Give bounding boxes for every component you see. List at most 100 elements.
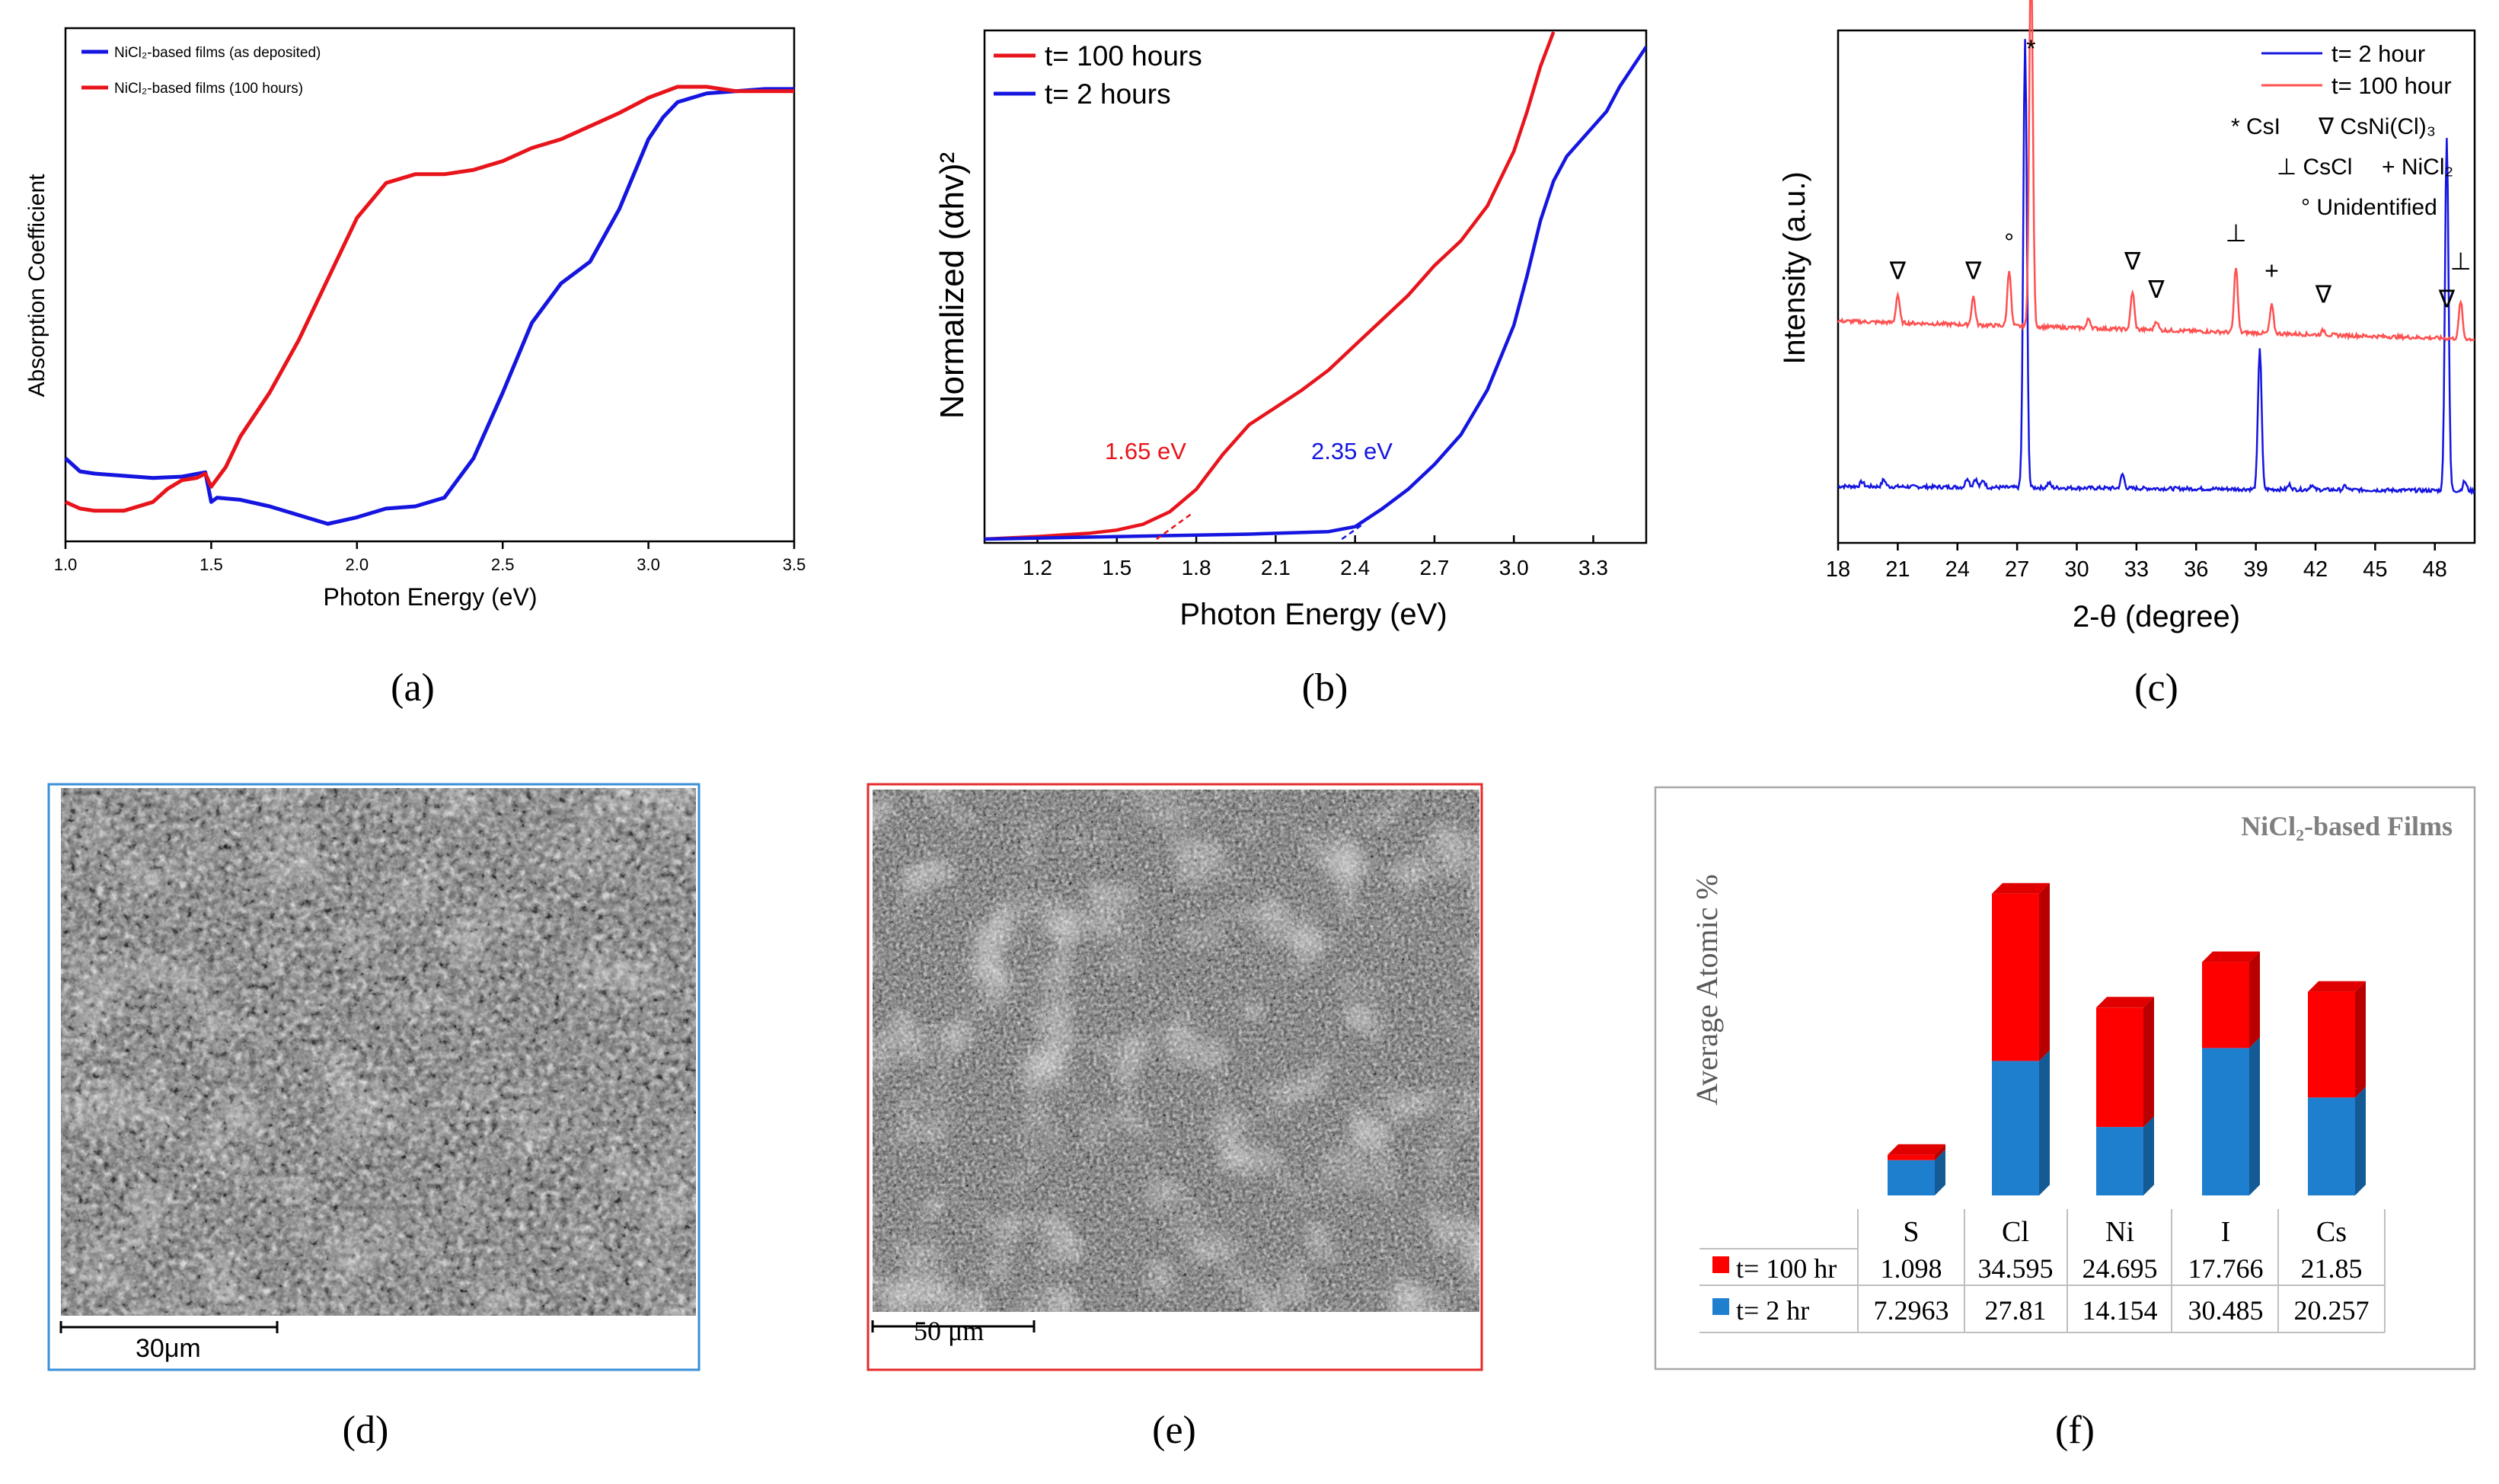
legend-note-unidentified: ° Unidentified — [2301, 195, 2437, 220]
y-axis-label-b: Normalized (αhv)² — [934, 152, 971, 420]
x-tick-label-c: 45 — [2363, 557, 2387, 582]
series-line-b-100h — [985, 31, 1556, 541]
panel-e-sem-micrograph: 50 μm — [867, 783, 1483, 1371]
x-tick-label-a: 3.0 — [637, 555, 660, 574]
x-tick-label-a: 1.0 — [54, 555, 78, 574]
x-tick-label-c: 27 — [2005, 557, 2029, 582]
bar-2h-side-s — [1935, 1149, 1945, 1195]
bar-100h-side-cl — [2039, 882, 2050, 1061]
bar-2h-side-cl — [2039, 1050, 2050, 1195]
tangent-line-2h — [1341, 523, 1364, 541]
table-cell-2h: 20.257 — [2294, 1295, 2370, 1326]
bar-2h-cs — [2308, 1097, 2355, 1195]
legend-c-2h: t= 2 hour — [2331, 40, 2425, 67]
bar-2h-ni — [2096, 1127, 2143, 1195]
table-cell-2h: 27.81 — [1985, 1295, 2047, 1326]
bandgap-label-2h: 2.35 eV — [1311, 438, 1393, 464]
bar-top-cs — [2308, 981, 2366, 992]
micrograph-d-highlights — [61, 788, 696, 1316]
x-tick-label-c: 18 — [1826, 557, 1850, 582]
series-line-c-2h — [1837, 39, 2475, 496]
series-line-a-deposited — [64, 87, 794, 526]
legend-note-csnicl3: ∇ CsNi(Cl)₃ — [2318, 114, 2436, 139]
peak-marker-c: ∇ — [1964, 257, 1982, 284]
x-tick-label-c: 21 — [1885, 557, 1910, 582]
peak-marker-c: + — [2264, 257, 2279, 284]
x-tick-label-b: 2.4 — [1340, 556, 1370, 579]
panel-a-absorption-chart: 1.0 1.5 2.0 2.5 3.0 3.5 NiCl₂-based films (as… — [24, 27, 806, 611]
bar-100h-ni — [2096, 1007, 2143, 1128]
peak-marker-c: ∇ — [2438, 286, 2456, 313]
peak-marker-c: ∇ — [2124, 247, 2141, 275]
bar-top-ni — [2096, 997, 2154, 1008]
x-tick-label-a: 2.0 — [346, 555, 369, 574]
series-line-b-2h — [985, 46, 1646, 541]
x-axis-label-b: Photon Energy (eV) — [1179, 598, 1447, 631]
legend-a-deposited: NiCl₂-based films (as deposited) — [114, 45, 321, 61]
x-tick-label-b: 1.2 — [1023, 556, 1052, 579]
peak-marker-c: ° — [2004, 228, 2014, 256]
peak-marker-c: * — [2026, 35, 2035, 62]
x-tick-label-c: 30 — [2064, 557, 2089, 582]
x-tick-label-c: 39 — [2243, 557, 2268, 582]
table-cell-100h: 21.85 — [2301, 1253, 2363, 1284]
bar-100h-side-ni — [2143, 997, 2154, 1128]
bar-100h-i — [2202, 962, 2249, 1048]
x-axis-label-a: Photon Energy (eV) — [323, 583, 537, 611]
micrograph-e-highlights — [873, 790, 1479, 1312]
bar-2h-side-i — [2249, 1037, 2260, 1195]
panel-f-atomic-bar-chart: NiCl₂-based Films Average Atomic % S 1.09… — [1654, 786, 2476, 1371]
table-cell-100h: 17.766 — [2188, 1253, 2264, 1284]
legend-swatch-f-2h — [1712, 1298, 1729, 1315]
series-line-c-100h — [1837, 0, 2475, 343]
table-cell-2h: 14.154 — [2082, 1295, 2158, 1326]
panel-label-e: (e) — [1152, 1409, 1196, 1452]
bar-2h-side-cs — [2355, 1087, 2366, 1195]
y-axis-label-a: Absorption Coefficient — [24, 174, 49, 397]
tangent-line-100h — [1156, 513, 1192, 541]
plot-frame-a — [64, 27, 796, 543]
table-cell-100h: 24.695 — [2082, 1253, 2158, 1284]
panel-label-c: (c) — [2134, 666, 2178, 710]
y-axis-label-f: Average Atomic % — [1690, 874, 1724, 1106]
x-tick-label-c: 36 — [2184, 557, 2208, 582]
x-tick-label-a: 2.5 — [491, 555, 515, 574]
category-label-f: Ni — [2105, 1216, 2134, 1248]
panel-label-d: (d) — [343, 1409, 389, 1452]
series-line-a-100h — [64, 85, 794, 513]
bar-2h-i — [2202, 1048, 2249, 1195]
category-label-f: I — [2221, 1216, 2231, 1248]
legend-b-100h: t= 100 hours — [1045, 40, 1202, 72]
panel-label-b: (b) — [1302, 666, 1348, 710]
bar-2h-side-ni — [2143, 1116, 2154, 1195]
plot-frame-b — [983, 29, 1648, 544]
plot-frame-c — [1837, 29, 2476, 544]
table-cell-2h: 30.485 — [2188, 1295, 2264, 1326]
peak-marker-c: ∇ — [2147, 276, 2165, 303]
y-axis-label-c: Intensity (a.u.) — [1778, 171, 1811, 364]
panel-c-xrd-chart: 18 21 24 27 30 33 36 39 42 45 48 ∇ ∇°*∇∇⊥+∇ ∇⊥ t= 2 … — [1778, 0, 2476, 633]
legend-a-100h: NiCl₂-based films (100 hours) — [114, 81, 303, 97]
table-cell-2h: 7.2963 — [1874, 1295, 1949, 1326]
legend-f-2h: t= 2 hr — [1736, 1295, 1809, 1326]
panel-d-sem-micrograph: 30μm — [47, 783, 701, 1371]
x-tick-label-c: 48 — [2423, 557, 2447, 582]
scale-label-e: 50 μm — [914, 1316, 984, 1346]
bar-100h-side-s — [1935, 1144, 1945, 1160]
x-tick-label-b: 3.3 — [1578, 556, 1608, 579]
x-axis-label-c: 2-θ (degree) — [2073, 600, 2240, 633]
bar-100h-cl — [1992, 893, 2039, 1061]
chart-title-f: NiCl₂-based Films — [2241, 811, 2453, 841]
legend-note-csi: * CsI — [2231, 114, 2280, 139]
table-cell-100h: 1.098 — [1881, 1253, 1942, 1284]
peak-marker-c: ∇ — [1889, 257, 1907, 284]
x-tick-label-a: 1.5 — [199, 555, 223, 574]
legend-c-100h: t= 100 hour — [2331, 72, 2452, 99]
category-label-f: Cl — [2002, 1216, 2029, 1248]
legend-note-nicl2: + NiCl₂ — [2382, 155, 2453, 180]
bar-top-s — [1888, 1144, 1945, 1155]
x-tick-label-c: 42 — [2303, 557, 2328, 582]
peak-marker-c: ∇ — [2315, 280, 2332, 308]
x-tick-label-a: 3.5 — [783, 555, 806, 574]
